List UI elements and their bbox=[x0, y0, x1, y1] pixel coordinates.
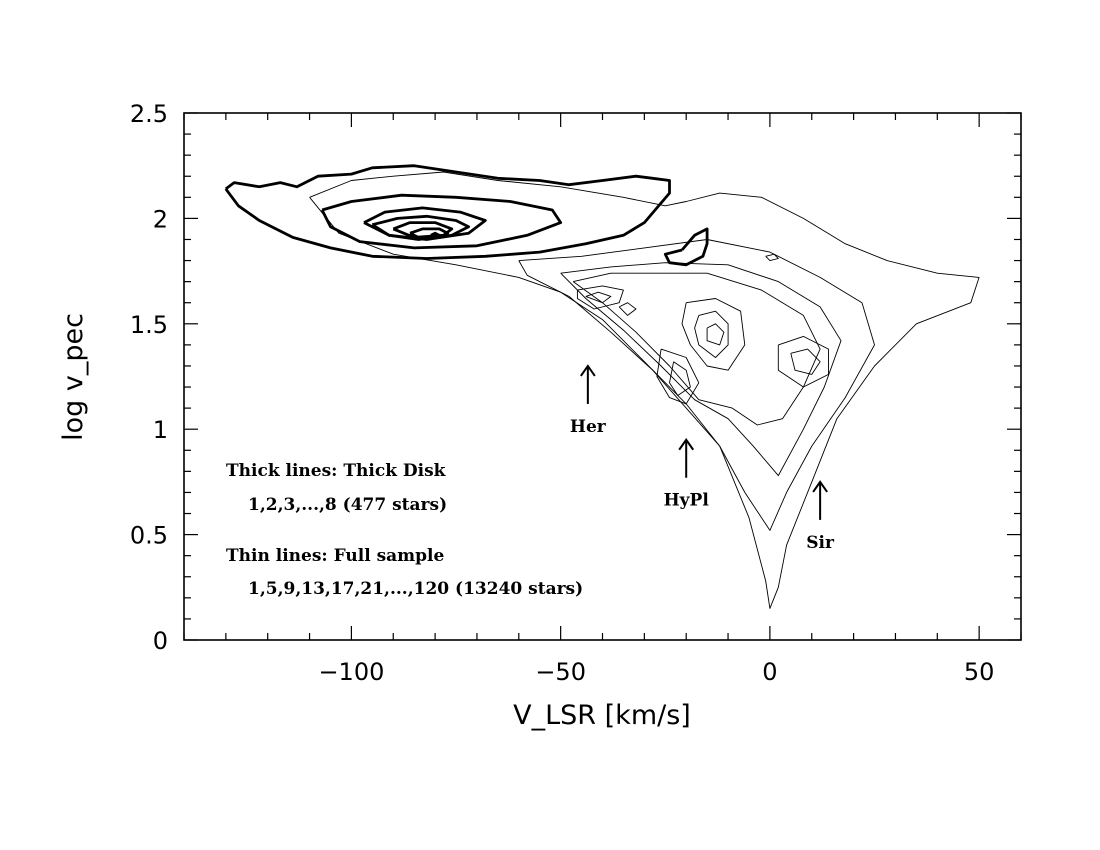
full-sample-contour-1 bbox=[309, 171, 980, 609]
x-tick-label: −100 bbox=[318, 658, 384, 686]
legend: Thick lines: Thick Disk 1,2,3,...,8 (477… bbox=[226, 461, 583, 599]
thick-disk-contour-8 bbox=[430, 231, 441, 239]
full-sample-contour-6 bbox=[585, 291, 612, 304]
thick-disk-contour-6 bbox=[392, 221, 454, 239]
y-tick-label: 2 bbox=[153, 205, 168, 233]
thick-disk-contour-3 bbox=[320, 193, 563, 250]
tick-labels: −100 −50 0 50 0 0.5 1 1.5 2 2.5 bbox=[130, 100, 995, 686]
full-sample-contour-15 bbox=[765, 253, 779, 262]
x-tick-label: 50 bbox=[964, 658, 995, 686]
y-axis-title: log v_pec bbox=[58, 313, 89, 441]
annotation-arrow-head bbox=[580, 364, 596, 377]
annotation-arrow-head bbox=[812, 480, 828, 493]
thick-disk-contour-7 bbox=[409, 227, 450, 239]
annotation-hypl: HyPl bbox=[664, 437, 710, 511]
full-sample-contour-3 bbox=[560, 262, 842, 477]
thick-disk-contour-1 bbox=[224, 164, 671, 260]
full-sample-contour-14 bbox=[790, 348, 821, 375]
legend-line-thin-levels: 1,5,9,13,17,21,...,120 (13240 stars) bbox=[248, 579, 583, 599]
annotation-sir: Sir bbox=[806, 480, 835, 553]
annotation-label: Her bbox=[570, 417, 607, 437]
full-sample-contour-10 bbox=[706, 323, 725, 346]
annotations: Her HyPl Sir bbox=[570, 364, 835, 553]
legend-line-thick-levels: 1,2,3,...,8 (477 stars) bbox=[248, 495, 447, 515]
y-tick-label: 0 bbox=[153, 627, 168, 655]
y-tick-label: 1 bbox=[153, 416, 168, 444]
x-axis-title: V_LSR [km/s] bbox=[513, 700, 691, 731]
full-sample-contour-13 bbox=[777, 335, 829, 388]
full-sample-contour-7 bbox=[618, 302, 637, 316]
y-tick-label: 1.5 bbox=[130, 311, 168, 339]
full-sample-contour-4 bbox=[572, 272, 821, 426]
annotation-label: Sir bbox=[806, 533, 835, 553]
thick-disk-contour-2 bbox=[663, 227, 709, 267]
x-tick-label: 0 bbox=[762, 658, 777, 686]
annotation-arrow-head bbox=[678, 437, 695, 451]
x-tick-label: −50 bbox=[535, 658, 586, 686]
full-sample-contour-2 bbox=[518, 239, 875, 531]
full-sample-contour-8 bbox=[681, 298, 746, 371]
axis-ticks bbox=[183, 112, 1022, 641]
full-sample-contour-12 bbox=[669, 361, 691, 396]
legend-line-thin-title: Thin lines: Full sample bbox=[226, 546, 444, 566]
full-sample-contours bbox=[309, 171, 980, 609]
thick-disk-contour-5 bbox=[371, 214, 471, 241]
annotation-label: HyPl bbox=[664, 491, 710, 511]
thick-disk-contours bbox=[224, 164, 709, 267]
full-sample-contour-5 bbox=[576, 285, 624, 310]
legend-line-thick-title: Thick lines: Thick Disk bbox=[226, 461, 447, 481]
full-sample-contour-11 bbox=[656, 348, 700, 405]
full-sample-contour-9 bbox=[694, 310, 729, 358]
y-tick-label: 0.5 bbox=[130, 522, 168, 550]
annotation-her: Her bbox=[570, 364, 607, 437]
y-tick-label: 2.5 bbox=[130, 100, 168, 128]
